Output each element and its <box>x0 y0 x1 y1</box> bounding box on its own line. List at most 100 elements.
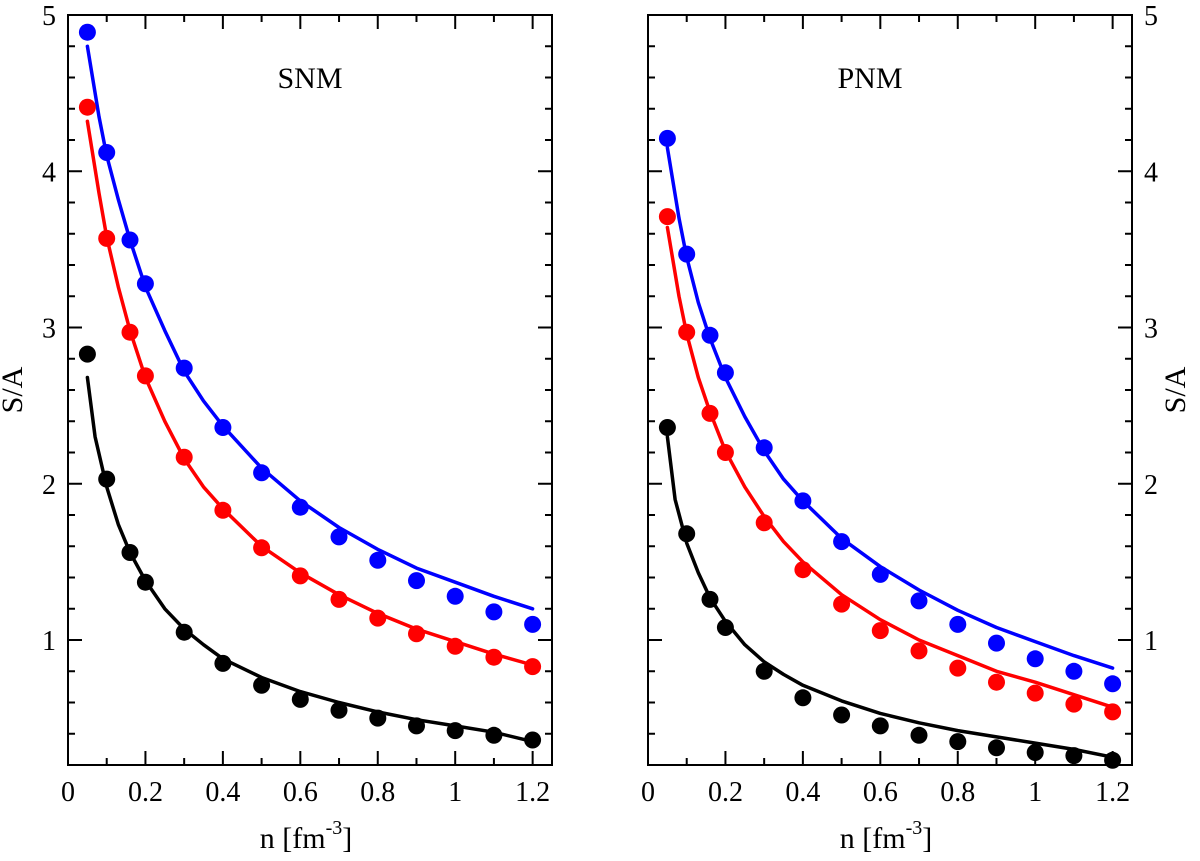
x-axis-title: n [fm-3] <box>260 817 353 855</box>
series-red-point <box>214 501 232 519</box>
y-tick-label: 5 <box>1144 1 1158 32</box>
panel-title: PNM <box>837 62 902 95</box>
series-black-line <box>85 375 535 744</box>
series-black-point <box>175 623 193 641</box>
x-tick-label: 0.4 <box>785 777 820 808</box>
panel-snm: 0 0.2 0.4 0.6 0.8 1 1.2 1 2 3 4 5 S/A n [fm-3] SNM <box>0 1 553 855</box>
series-blue-point <box>136 275 154 293</box>
series-black-point <box>794 689 812 707</box>
y-tick-label: 3 <box>1144 314 1158 345</box>
series-red-point <box>910 642 928 660</box>
x-tick-label: 0.8 <box>940 777 975 808</box>
series-red-point <box>1026 684 1044 702</box>
series-black-point <box>408 717 425 735</box>
series-blue-point <box>658 129 676 147</box>
series-red-point <box>121 323 139 341</box>
series-black-point <box>988 739 1005 757</box>
series-red-point <box>485 648 503 666</box>
series-black-point <box>1026 744 1044 761</box>
series-red-point <box>833 595 851 613</box>
plot-frame <box>647 14 1133 766</box>
series-black-point <box>701 590 719 608</box>
series-black-point <box>678 525 696 543</box>
series-blue-point <box>988 634 1005 652</box>
series-black-point <box>1104 751 1122 769</box>
series-black-point <box>78 345 96 363</box>
x-tick-label: 0.2 <box>128 777 163 808</box>
series-blue-point <box>485 603 503 621</box>
series-blue-point <box>524 615 542 633</box>
series-red-point <box>330 590 348 608</box>
plot-frame <box>67 14 553 766</box>
x-axis-title-exponent: -3 <box>326 817 343 839</box>
x-tick-label: 0 <box>61 777 75 808</box>
series-red-point <box>446 637 464 655</box>
series-red-point <box>716 444 734 461</box>
series-red-point <box>794 561 812 579</box>
series-blue-point <box>214 419 232 436</box>
y-tick-label: 2 <box>42 470 56 501</box>
x-tick-label: 1.2 <box>1095 777 1130 808</box>
series-blue-point <box>678 245 696 263</box>
series-black-point <box>330 701 348 719</box>
series-blue-point <box>78 23 96 41</box>
panel-pnm: 0 0.2 0.4 0.6 0.8 1 1.2 1 2 3 4 5 S/A n [fm-3] PNM <box>641 1 1192 855</box>
series-black-point <box>98 470 116 488</box>
series-red-point <box>291 567 309 585</box>
x-tick-label: 1.2 <box>515 777 550 808</box>
y-axis-title: S/A <box>0 366 29 413</box>
series-blue-point <box>369 551 387 569</box>
series-blue-point <box>701 326 719 344</box>
panel-title: SNM <box>277 62 342 95</box>
series-black-point <box>253 676 271 694</box>
series-blue-line <box>665 146 1115 670</box>
y-axis-title: S/A <box>1159 366 1192 413</box>
series-blue-point <box>871 565 889 583</box>
series-red-point <box>1065 695 1083 713</box>
series-blue-point <box>833 533 851 551</box>
series-black-point <box>214 654 232 672</box>
series-blue-point <box>408 572 425 590</box>
x-tick-label: 0.4 <box>205 777 240 808</box>
x-tick-label: 0 <box>641 777 655 808</box>
series-red-point <box>369 609 387 627</box>
series-red-line <box>665 225 1115 709</box>
series-red-point <box>408 625 425 643</box>
x-tick-label: 0.6 <box>283 777 318 808</box>
y-tick-label: 5 <box>42 1 56 32</box>
series-red-point <box>658 208 676 226</box>
series-blue-point <box>253 464 271 482</box>
y-tick-label: 4 <box>42 157 56 188</box>
series-black-point <box>136 573 154 591</box>
x-tick-label: 0.6 <box>863 777 898 808</box>
x-axis-title-main: n [fm <box>260 822 326 855</box>
series-red-point <box>988 673 1005 691</box>
series-blue-point <box>949 615 967 633</box>
series-red-point <box>78 98 96 116</box>
x-tick-label: 0.2 <box>708 777 743 808</box>
series-black-point <box>291 690 309 708</box>
series-black-point <box>658 419 676 436</box>
series-black-point <box>446 722 464 740</box>
series-red-point <box>701 404 719 422</box>
series-red-point <box>678 323 696 341</box>
y-tick-label: 1 <box>1144 626 1158 657</box>
series-blue-point <box>716 364 734 382</box>
x-axis-title-main: n [fm <box>840 822 906 855</box>
series-black-point <box>524 731 542 749</box>
series-black-point <box>833 706 851 724</box>
series-blue-point <box>755 439 773 457</box>
x-tick-label: 1 <box>448 777 462 808</box>
y-tick-label: 2 <box>1144 470 1158 501</box>
series-red-point <box>136 367 154 385</box>
series-red-point <box>98 229 116 247</box>
series-blue-point <box>1104 675 1122 693</box>
x-tick-label: 0.8 <box>360 777 395 808</box>
series-black-point <box>1065 747 1083 765</box>
x-tick-label: 1 <box>1028 777 1042 808</box>
series-blue-point <box>910 592 928 610</box>
x-axis-title: n [fm-3] <box>840 817 933 855</box>
series-blue-point <box>1026 650 1044 668</box>
series-black-point <box>369 709 387 727</box>
series-red-point <box>253 539 271 557</box>
